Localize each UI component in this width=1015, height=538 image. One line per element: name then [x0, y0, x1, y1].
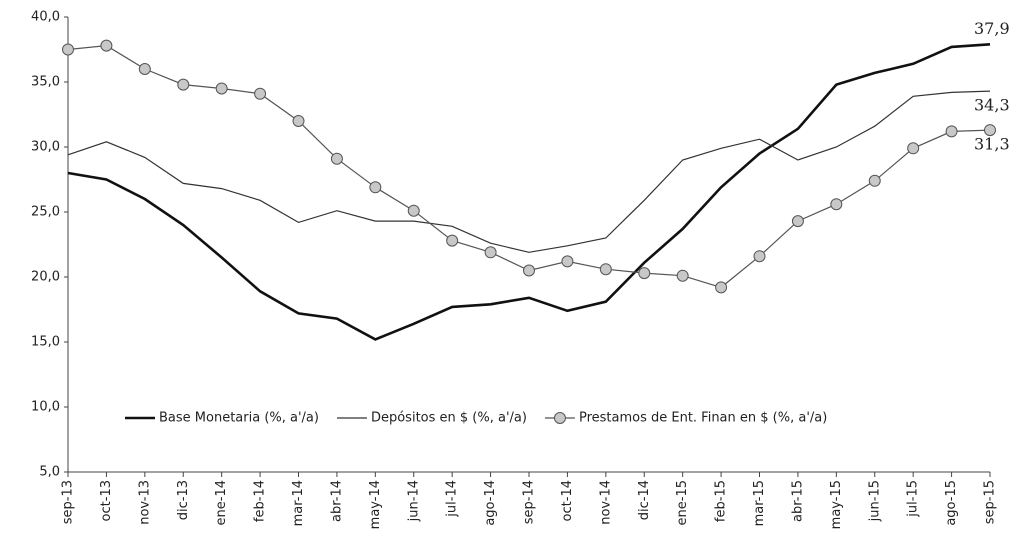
- series-marker: [177, 78, 190, 91]
- y-tick-label: 30,0: [31, 140, 60, 155]
- series-marker: [369, 181, 382, 194]
- legend-marker: [553, 412, 566, 424]
- series-marker: [561, 255, 574, 268]
- x-tick-label: abr-15: [790, 480, 805, 522]
- series-marker: [330, 152, 343, 165]
- y-tick-label: 35,0: [31, 75, 60, 90]
- x-tick-label: ago-14: [483, 480, 498, 526]
- series-marker: [907, 142, 920, 155]
- series-marker: [215, 82, 228, 95]
- legend-label: Base Monetaria (%, a'/a): [159, 411, 319, 426]
- x-tick-label: dic-13: [176, 480, 191, 520]
- series-marker: [484, 246, 497, 259]
- series-marker: [676, 269, 689, 282]
- x-tick-label: jun-15: [867, 480, 882, 522]
- x-tick-label: abr-14: [329, 480, 344, 522]
- series-marker: [138, 63, 151, 75]
- x-tick-label: sep-13: [61, 480, 76, 524]
- series-marker: [523, 264, 535, 277]
- series-marker: [868, 174, 881, 187]
- series-marker: [254, 87, 267, 100]
- x-tick-label: nov-14: [598, 480, 613, 525]
- x-tick-label: oct-14: [560, 480, 575, 521]
- x-tick-label: feb-14: [253, 480, 268, 522]
- series-marker: [715, 281, 728, 294]
- y-tick-label: 40,0: [31, 10, 60, 25]
- x-tick-label: sep-15: [983, 480, 998, 524]
- x-tick-label: feb-15: [714, 480, 729, 522]
- series-marker: [62, 43, 74, 56]
- series-marker: [292, 115, 305, 127]
- series-marker: [830, 198, 843, 211]
- x-tick-label: nov-13: [137, 480, 152, 525]
- series-marker: [599, 263, 612, 276]
- x-tick-label: ene-15: [675, 480, 690, 525]
- x-tick-label: jun-14: [406, 480, 421, 522]
- y-tick-label: 25,0: [31, 205, 60, 220]
- y-tick-label: 20,0: [31, 270, 60, 285]
- x-tick-label: may-15: [829, 480, 844, 529]
- x-tick-label: may-14: [368, 480, 383, 529]
- x-tick-label: jul-14: [445, 480, 460, 518]
- x-tick-label: jul-15: [906, 480, 921, 518]
- y-tick-label: 10,0: [31, 400, 60, 415]
- series-line: [67, 90, 991, 253]
- series-line: [67, 43, 991, 341]
- x-tick-label: sep-14: [522, 480, 537, 524]
- x-tick-label: ago-15: [944, 480, 959, 526]
- value-label: 31,3: [974, 135, 1010, 154]
- series-marker: [945, 125, 958, 138]
- value-label: 34,3: [974, 96, 1010, 115]
- legend-label: Prestamos de Ent. Finan en $ (%, a'/a): [579, 411, 827, 426]
- series-marker: [791, 215, 804, 228]
- y-tick-label: 15,0: [31, 335, 60, 350]
- series-marker: [446, 234, 459, 247]
- series-marker: [984, 124, 996, 137]
- x-tick-label: dic-14: [637, 480, 652, 520]
- series-line: [67, 44, 991, 289]
- legend-label: Depósitos en $ (%, a'/a): [371, 411, 527, 426]
- series-marker: [753, 250, 766, 263]
- value-label: 37,9: [974, 19, 1010, 38]
- x-tick-label: ene-14: [214, 480, 229, 525]
- y-tick-label: 5,0: [39, 465, 60, 480]
- x-tick-label: mar-15: [752, 480, 767, 526]
- series-marker: [100, 39, 113, 52]
- series-marker: [407, 204, 420, 217]
- series-marker: [638, 267, 651, 280]
- x-tick-label: oct-13: [99, 480, 114, 521]
- x-tick-label: mar-14: [291, 480, 306, 526]
